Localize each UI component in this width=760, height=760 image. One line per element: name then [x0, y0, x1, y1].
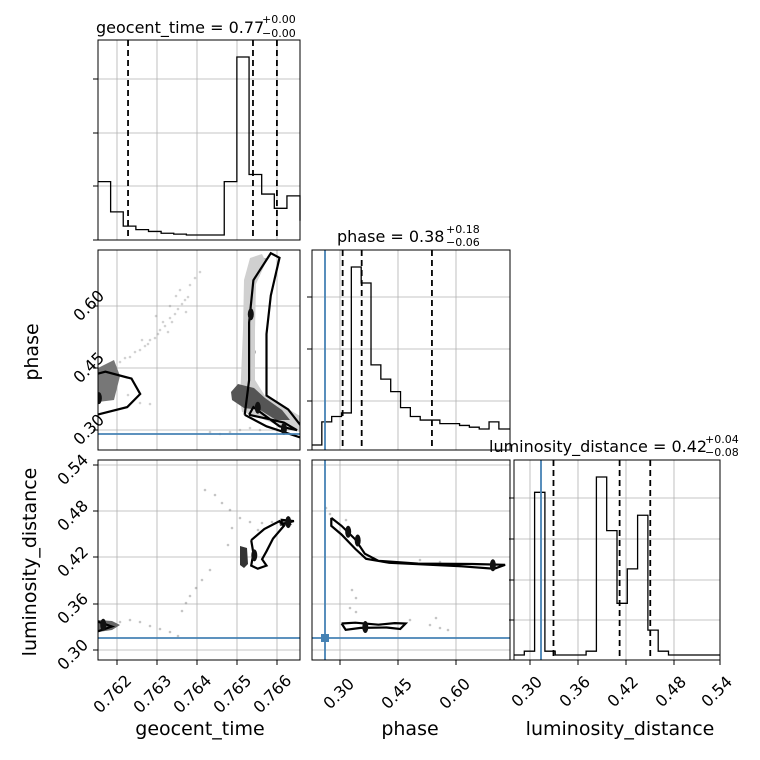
grid-2d-phase-geocent	[98, 250, 300, 450]
ytick-label-phase-0.30: 0.30	[69, 410, 108, 449]
xticks-ld	[529, 660, 721, 665]
panel-hist-geocent-time: geocent_time = 0.77 +0.00 −0.00	[93, 13, 301, 241]
xlabel-geocent-time: geocent_time	[135, 718, 264, 740]
xtick-label-ld-0.48: 0.48	[651, 672, 690, 711]
contour-phase-geocent-time-0	[98, 370, 142, 416]
ytick-label-ld-0.30: 0.30	[53, 635, 92, 674]
panel-2d-ld-vs-geocent-time: 0.54 0.48 0.42 0.36 0.30 luminosity_dist…	[19, 450, 301, 740]
xtick-label-geocent-0.765: 0.765	[209, 671, 255, 717]
xtick-label-ld-0.30: 0.30	[507, 672, 546, 711]
density-peak-phase-geocent-time-0	[98, 392, 102, 405]
xtick-label-geocent-0.762: 0.762	[89, 671, 135, 717]
scatter-cloud-ld-phase	[324, 506, 462, 632]
density-peak-luminosity-distance-phase-2	[362, 620, 369, 633]
title-sub-geocent-time: −0.00	[262, 27, 296, 40]
grid-hist-phase	[312, 250, 510, 450]
ytick-label-phase-0.60: 0.60	[69, 286, 108, 325]
panel-2d-phase-vs-geocent-time: 0.60 0.45 0.30 phase	[21, 249, 301, 451]
ylabel-luminosity-distance: luminosity_distance	[19, 468, 41, 657]
contour-luminosity-distance-geocent-time-1	[249, 519, 286, 570]
xtick-label-geocent-0.766: 0.766	[249, 671, 295, 717]
title-sup-geocent-time: +0.00	[262, 13, 296, 26]
density-fill-phase-geocent-left	[98, 360, 120, 402]
density-fill-phase-geocent-main	[240, 254, 300, 432]
xlabel-luminosity-distance: luminosity_distance	[526, 718, 715, 740]
title-sub-phase: −0.06	[446, 236, 480, 249]
title-sup-luminosity-distance: +0.04	[705, 433, 739, 446]
axes-frame-2d-ld-phase	[311, 459, 511, 661]
ytick-label-ld-0.54: 0.54	[53, 450, 92, 489]
title-sup-phase: +0.18	[446, 223, 480, 236]
quantile-lines-phase	[341, 250, 433, 450]
yticks-hist-phase	[307, 296, 312, 451]
contours-ld-geocent	[98, 518, 295, 633]
ytick-label-ld-0.48: 0.48	[53, 496, 92, 535]
title-luminosity-distance: luminosity_distance = 0.42	[489, 437, 707, 457]
density-fill-phase-geocent-core	[231, 384, 290, 420]
density-peak-luminosity-distance-phase-3	[489, 559, 496, 572]
density-peak-phase-geocent-time-2	[254, 401, 261, 414]
histogram-luminosity-distance	[514, 476, 720, 656]
grid-2d-ld-phase	[312, 460, 510, 660]
xticks-geocent	[116, 660, 278, 665]
title-sub-luminosity-distance: −0.08	[705, 446, 739, 459]
histogram-geocent-time	[98, 56, 301, 236]
truth-marker	[321, 634, 329, 642]
title-geocent-time: geocent_time = 0.77	[96, 18, 264, 38]
contour-luminosity-distance-phase-0	[330, 517, 506, 570]
scatter-cloud-ld-geocent	[118, 488, 274, 638]
quantile-lines-luminosity-distance	[552, 460, 652, 660]
quantile-lines-geocent-time	[127, 40, 278, 240]
density-peak-luminosity-distance-geocent-time-1	[251, 549, 258, 562]
ytick-label-ld-0.42: 0.42	[53, 542, 92, 581]
yticks-2d-ld	[93, 464, 98, 651]
density-peak-luminosity-distance-geocent-time-2	[285, 516, 292, 529]
density-peak-phase-geocent-time-3	[280, 422, 287, 435]
grid-2d-ld-geocent	[98, 460, 300, 660]
density-peak-luminosity-distance-phase-0	[345, 525, 352, 538]
xtick-label-phase-0.60: 0.60	[435, 674, 474, 713]
panel-hist-phase: phase = 0.38 +0.18 −0.06	[307, 223, 511, 451]
xtick-label-ld-0.54: 0.54	[697, 672, 736, 711]
title-phase: phase = 0.38	[337, 227, 444, 246]
panel-hist-luminosity-distance: luminosity_distance = 0.42 +0.04 −0.08	[489, 433, 739, 661]
axes-frame-hist-phase	[311, 249, 511, 451]
scatter-cloud-phase-geocent-left	[118, 270, 262, 436]
ytick-label-ld-0.36: 0.36	[53, 589, 92, 628]
modes-ld-geocent	[100, 516, 292, 631]
yticks-hist-geocent-time	[93, 78, 98, 241]
panel-2d-ld-vs-phase: 0.30 0.45 0.60 phase	[311, 459, 511, 740]
xlabel-phase: phase	[381, 718, 438, 740]
density-peak-phase-geocent-time-1	[247, 308, 254, 321]
xtick-label-ld-0.42: 0.42	[603, 672, 642, 711]
density-fill-ld-geocent-mid	[240, 546, 248, 568]
histogram-phase	[312, 266, 510, 446]
modes-ld-phase	[345, 525, 496, 633]
density-peak-luminosity-distance-phase-1	[354, 534, 361, 547]
axes-frame-hist-luminosity-distance	[513, 459, 721, 661]
xtick-label-geocent-0.764: 0.764	[169, 671, 215, 717]
contour-luminosity-distance-phase-1	[340, 621, 409, 631]
yticks-2d-phase	[93, 305, 98, 431]
density-peak-luminosity-distance-geocent-time-0	[100, 618, 107, 631]
axes-frame-2d-phase-geocent	[97, 249, 301, 451]
ylabel-phase: phase	[21, 323, 43, 380]
axes-frame-2d-ld-geocent	[97, 459, 301, 661]
modes-phase-geocent	[98, 308, 287, 435]
xtick-label-ld-0.36: 0.36	[555, 672, 594, 711]
xtick-label-phase-0.30: 0.30	[319, 674, 358, 713]
contour-phase-geocent-time-2	[248, 405, 298, 432]
xtick-label-geocent-0.763: 0.763	[129, 671, 175, 717]
xticks-phase	[339, 660, 457, 665]
xtick-label-phase-0.45: 0.45	[377, 674, 416, 713]
axes-frame-hist-geocent-time	[97, 39, 301, 241]
